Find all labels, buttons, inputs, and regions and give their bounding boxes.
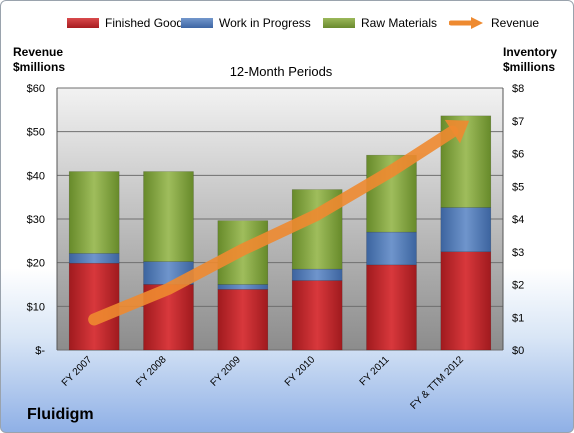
company-name: Fluidigm bbox=[27, 406, 94, 423]
legend-swatch-finished-goods bbox=[67, 18, 99, 28]
right-tick-label: $0 bbox=[512, 345, 524, 357]
x-tick-label: FY 2009 bbox=[209, 354, 244, 389]
bar-work-in-progress bbox=[366, 231, 417, 266]
left-tick-label: $60 bbox=[27, 83, 45, 95]
legend-label-work-in-progress: Work in Progress bbox=[219, 16, 311, 30]
legend-swatch-work-in-progress bbox=[181, 18, 213, 28]
right-tick-label: $1 bbox=[512, 312, 524, 324]
legend-swatch-raw-materials bbox=[323, 18, 355, 28]
chart-subtitle: 12-Month Periods bbox=[229, 64, 333, 79]
x-tick-label: FY 2007 bbox=[60, 354, 95, 389]
bar-finished-goods bbox=[440, 251, 492, 351]
bar-finished-goods bbox=[366, 264, 417, 351]
right-axis-title: Inventory $millions bbox=[503, 45, 557, 75]
right-tick-label: $3 bbox=[512, 247, 524, 259]
x-tick-label: FY 2008 bbox=[134, 354, 169, 389]
bar-work-in-progress bbox=[217, 284, 269, 290]
bar-raw-materials bbox=[143, 171, 194, 262]
left-tick-label: $20 bbox=[27, 258, 45, 270]
left-axis-title-line1: Revenue bbox=[13, 45, 64, 59]
legend-item-work-in-progress: Work in Progress bbox=[181, 15, 311, 31]
left-tick-label: $- bbox=[35, 345, 45, 357]
x-tick-label: FY & TTM 2012 bbox=[409, 354, 467, 412]
right-tick-label: $7 bbox=[512, 116, 524, 128]
right-tick-label: $4 bbox=[512, 214, 524, 226]
bar-finished-goods bbox=[291, 280, 343, 351]
legend-item-revenue: Revenue bbox=[449, 15, 539, 31]
x-tick-label: FY 2011 bbox=[358, 354, 392, 388]
left-tick-label: $10 bbox=[27, 301, 45, 313]
right-tick-label: $6 bbox=[512, 149, 524, 161]
legend-label-finished-goods: Finished Goods bbox=[105, 16, 190, 30]
right-tick-label: $8 bbox=[512, 83, 524, 95]
left-axis-title-line2: $millions bbox=[13, 60, 66, 74]
legend-arrow-revenue bbox=[449, 17, 483, 29]
left-axis-title: Revenue $millions bbox=[13, 45, 65, 75]
legend-item-finished-goods: Finished Goods bbox=[67, 15, 189, 31]
bar-raw-materials bbox=[68, 171, 120, 254]
bar-work-in-progress bbox=[68, 253, 120, 264]
bar-work-in-progress bbox=[440, 207, 492, 253]
legend-label-raw-materials: Raw Materials bbox=[361, 16, 438, 30]
left-tick-label: $30 bbox=[27, 214, 45, 226]
right-axis-title-line1: Inventory bbox=[503, 45, 558, 59]
revenue-arrowhead bbox=[444, 119, 470, 144]
legend-item-raw-materials: Raw Materials bbox=[323, 15, 437, 31]
x-tick-label: FY 2010 bbox=[283, 354, 318, 389]
bar-work-in-progress bbox=[291, 268, 343, 281]
revenue-line bbox=[88, 125, 459, 326]
right-tick-label: $5 bbox=[512, 181, 524, 193]
legend-label-revenue: Revenue bbox=[491, 16, 540, 30]
left-tick-label: $50 bbox=[27, 127, 45, 139]
bar-finished-goods bbox=[217, 289, 269, 351]
right-tick-label: $2 bbox=[512, 280, 524, 292]
right-axis-title-line2: $millions bbox=[503, 60, 556, 74]
left-tick-label: $40 bbox=[27, 170, 45, 182]
